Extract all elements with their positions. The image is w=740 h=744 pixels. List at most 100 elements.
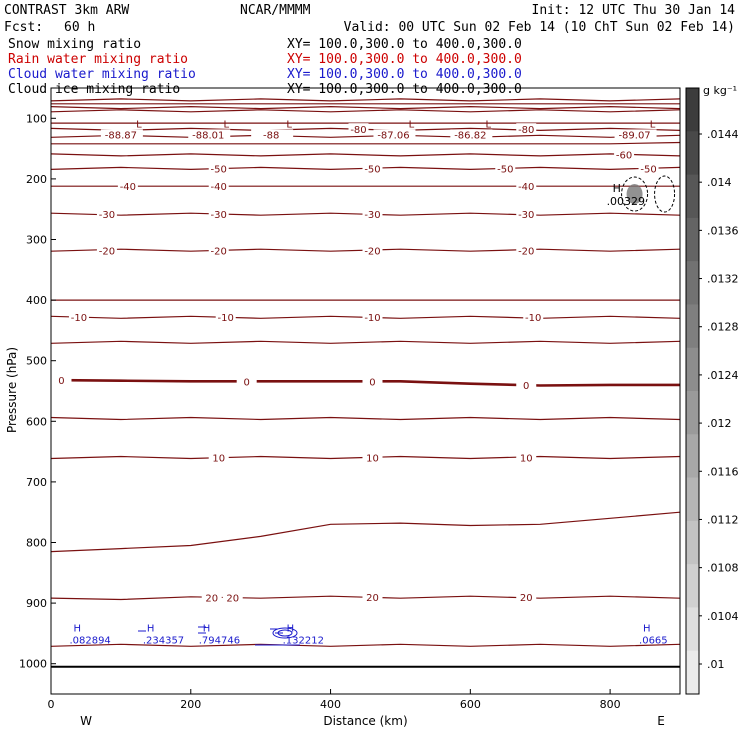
cloud-ice-contour [654, 175, 676, 213]
fcst-value: 60 h [64, 20, 95, 35]
colorbar-swatch [686, 520, 699, 565]
colorbar-label: .014 [707, 176, 732, 189]
colorbar-swatch [686, 347, 699, 392]
isotherm-label: 20 [366, 593, 379, 604]
colorbar-swatch [686, 304, 699, 349]
colorbar: g kg⁻¹ .0144 .014 .0136 .0132 .0128 .0124 .012.… [685, 84, 739, 695]
isotherm-label: 10 [520, 454, 533, 465]
legend-name-1: Rain water mixing ratio [8, 52, 188, 67]
x-end-label-left: W [80, 714, 92, 728]
isotherm-label: 0 [369, 377, 375, 388]
isotherm-label-bg [516, 379, 537, 391]
isotherm-label-bg [362, 375, 383, 387]
low-marker: L [223, 119, 229, 130]
isotherm-line [50, 511, 681, 553]
isotherm-label-bg [362, 451, 383, 463]
x-tick-label: 200 [180, 698, 201, 711]
colorbar-swatch [686, 477, 699, 522]
colorbar-swatch [686, 261, 699, 305]
extrema-marks: L-88.87L-88.01L-88L-87.06L-86.82L-89.07H… [51, 119, 680, 668]
isotherm-line [50, 134, 681, 138]
high-marker: H [613, 182, 621, 195]
isotherm-label: -40 [211, 182, 227, 193]
y-tick-label: 100 [26, 112, 47, 125]
isotherm-label: 10 [212, 454, 225, 465]
cloud-ice-contour [621, 176, 649, 212]
isotherm-label: 0 [244, 377, 250, 388]
high-marker: H [73, 623, 81, 634]
y-tick-label: 900 [26, 597, 47, 610]
cloud-ice-blob [626, 184, 643, 205]
x-tick-label: 0 [48, 698, 55, 711]
isotherm-label: -50 [640, 165, 656, 176]
isotherm-label-bg [614, 148, 635, 160]
isotherm-label: -50 [364, 165, 380, 176]
isotherm-label: 10 [366, 454, 379, 465]
colorbar-unit: g kg⁻¹ [703, 84, 737, 97]
isotherm-label: -20 [211, 246, 227, 257]
colorbar-label: .0116 [707, 465, 739, 478]
isotherm-label-bg [516, 244, 537, 256]
low-value: -89.07 [618, 130, 650, 141]
low-marker: L [136, 119, 142, 130]
low-marker: L [650, 119, 656, 130]
colorbar-label: .0132 [707, 273, 739, 286]
cloud-water-contour [272, 627, 298, 639]
isotherm-line [50, 98, 681, 102]
colorbar-label: .0104 [707, 610, 739, 623]
isotherm-label-bg [222, 591, 243, 603]
cloud-water-contour [277, 629, 293, 637]
isotherm-line [50, 340, 681, 344]
isotherm-label-bg [208, 180, 229, 192]
colorbar-label: .0108 [707, 562, 739, 575]
legend-xy-2: XY= 100.0,300.0 to 400.0,300.0 [287, 67, 522, 82]
isotherm-label-bg [96, 208, 117, 220]
isotherm-line [51, 141, 681, 145]
colorbar-label: .01 [707, 658, 725, 671]
isotherm-label: -50 [211, 165, 227, 176]
colorbar-label: .0128 [707, 321, 739, 334]
cloud-water-value: .082894 [69, 635, 110, 646]
isotherm-label-bg [516, 180, 537, 192]
isotherm-label: -80 [518, 125, 534, 136]
isotherm-label: -60 [616, 151, 632, 162]
isotherm-label-bg [208, 451, 229, 463]
legend-name-3: Cloud ice mixing ratio [8, 82, 180, 97]
y-tick-label: 300 [26, 234, 47, 247]
isotherm-contours: -80 -80 -60 -50 -50 -50 -50 -40 -40 -40 -30 -30 -30 -… [50, 98, 681, 647]
isotherm-label-bg [638, 162, 659, 174]
colorbar-label: .0136 [707, 224, 739, 237]
cloud-ice-value: .00329 [607, 195, 646, 208]
low-value-bg [450, 129, 493, 141]
isotherm-label: -40 [120, 182, 136, 193]
isotherm-label-bg [201, 591, 222, 603]
low-marker: L [286, 119, 292, 130]
colorbar-swatch [686, 131, 699, 176]
colorbar-swatch [686, 607, 699, 652]
low-value-bg [373, 129, 416, 141]
valid-time: Valid: 00 UTC Sun 02 Feb 14 (10 ChT Sun … [344, 20, 735, 35]
isotherm-label: -10 [525, 313, 541, 324]
isotherm-label-bg [117, 180, 138, 192]
isotherm-line [50, 153, 681, 157]
isotherm-label: -30 [364, 210, 380, 221]
isotherm-line [50, 105, 681, 110]
isotherm-label-bg [348, 123, 369, 135]
y-tick-label: 800 [26, 537, 47, 550]
y-axis-label: Pressure (hPa) [5, 347, 19, 433]
y-tick-label: 1000 [19, 658, 47, 671]
isotherm-label: -10 [218, 313, 234, 324]
x-tick-label: 800 [600, 698, 621, 711]
isotherm-label-bg [236, 375, 257, 387]
low-value: -86.82 [454, 130, 486, 141]
low-value: -88 [263, 130, 279, 141]
low-marker: L [486, 119, 492, 130]
low-value-bg [614, 129, 657, 141]
model-title: CONTRAST 3km ARW [4, 3, 129, 18]
isotherm-label-bg [495, 162, 516, 174]
colorbar-label: .012 [707, 417, 732, 430]
low-value-bg [188, 129, 231, 141]
high-marker: H [643, 623, 651, 634]
